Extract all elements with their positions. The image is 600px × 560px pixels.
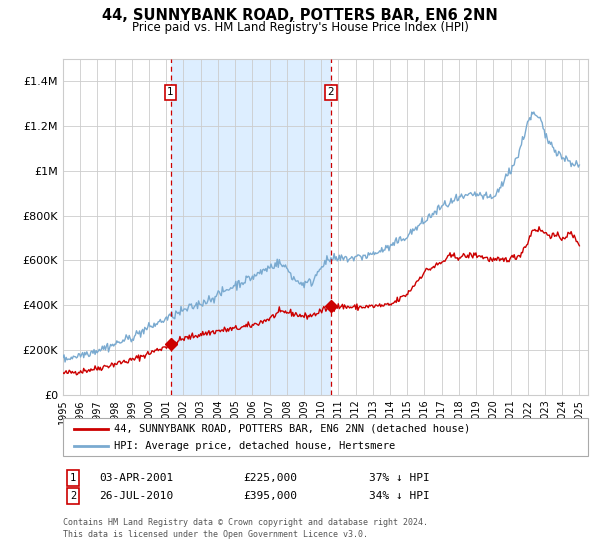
Text: 26-JUL-2010: 26-JUL-2010 [99, 491, 173, 501]
Text: 37% ↓ HPI: 37% ↓ HPI [369, 473, 430, 483]
Text: 44, SUNNYBANK ROAD, POTTERS BAR, EN6 2NN: 44, SUNNYBANK ROAD, POTTERS BAR, EN6 2NN [102, 8, 498, 24]
Text: This data is licensed under the Open Government Licence v3.0.: This data is licensed under the Open Gov… [63, 530, 368, 539]
Bar [170, 59, 331, 395]
Text: 2: 2 [70, 491, 76, 501]
Text: 1: 1 [167, 87, 174, 97]
Text: 03-APR-2001: 03-APR-2001 [99, 473, 173, 483]
Text: Contains HM Land Registry data © Crown copyright and database right 2024.: Contains HM Land Registry data © Crown c… [63, 518, 428, 527]
Text: £395,000: £395,000 [243, 491, 297, 501]
Text: 44, SUNNYBANK ROAD, POTTERS BAR, EN6 2NN (detached house): 44, SUNNYBANK ROAD, POTTERS BAR, EN6 2NN… [114, 424, 470, 434]
Text: 34% ↓ HPI: 34% ↓ HPI [369, 491, 430, 501]
Text: HPI: Average price, detached house, Hertsmere: HPI: Average price, detached house, Hert… [114, 441, 395, 451]
Text: Price paid vs. HM Land Registry's House Price Index (HPI): Price paid vs. HM Land Registry's House … [131, 21, 469, 34]
Text: £225,000: £225,000 [243, 473, 297, 483]
Text: 2: 2 [328, 87, 334, 97]
Text: 1: 1 [70, 473, 76, 483]
